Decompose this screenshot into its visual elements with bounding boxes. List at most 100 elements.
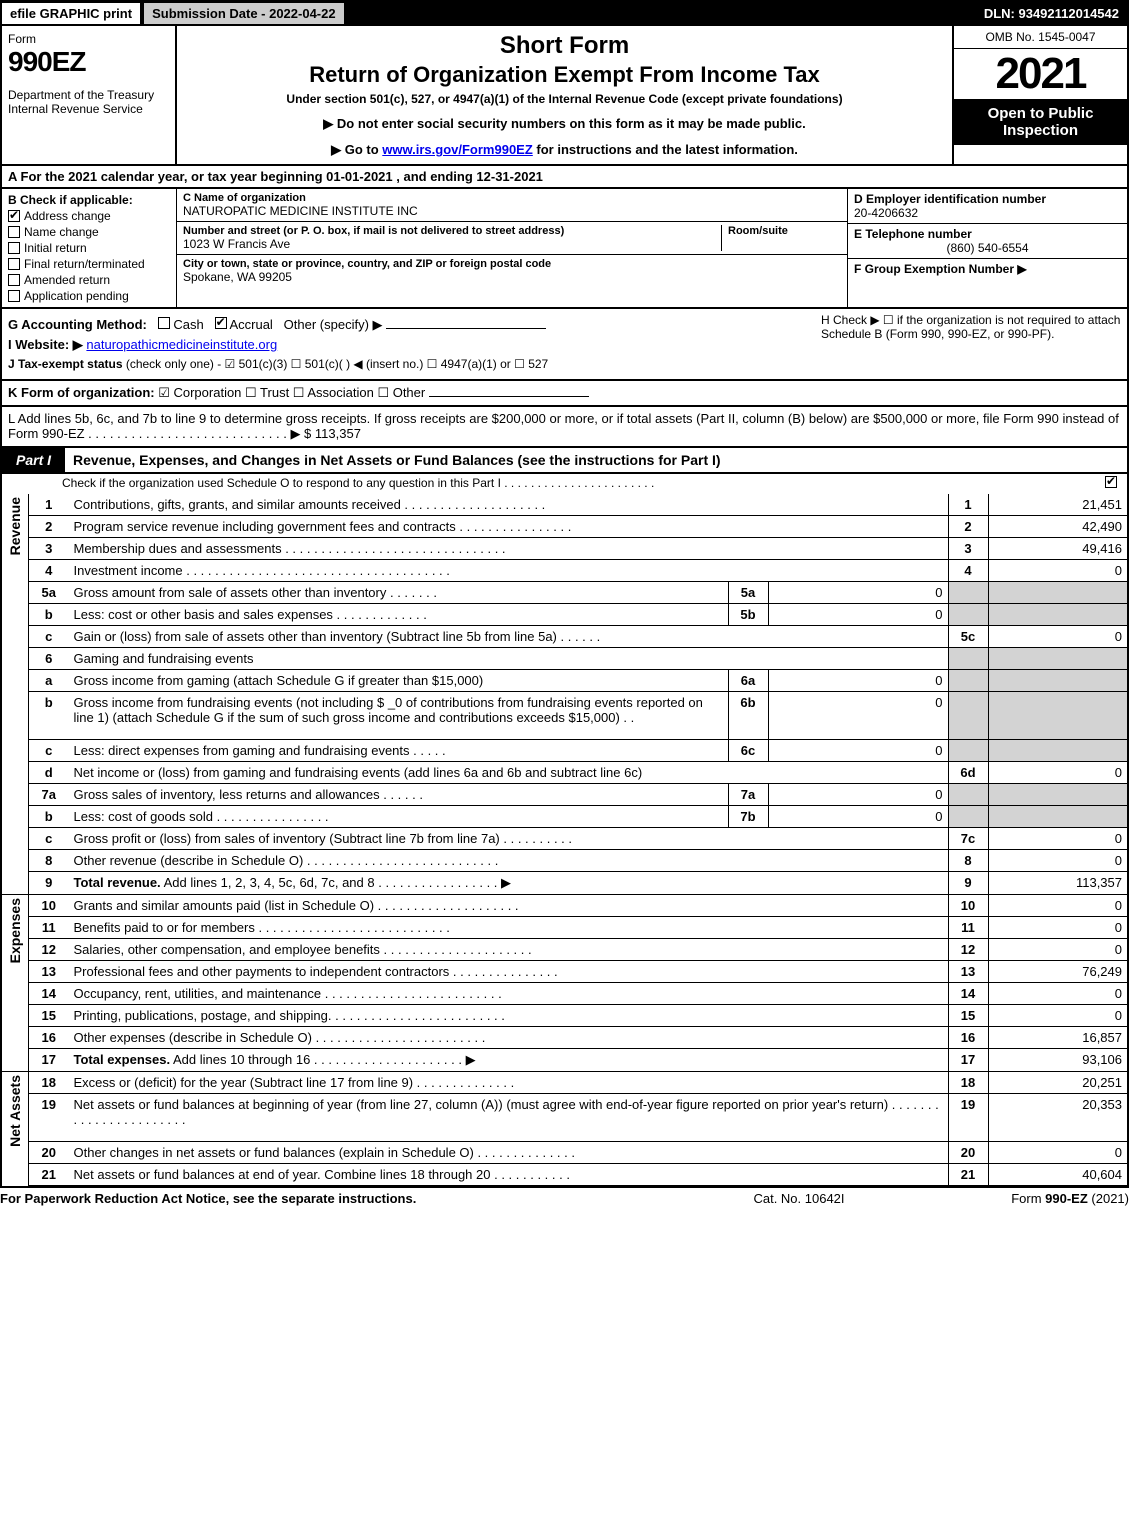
line-number: 4 <box>29 560 69 582</box>
part1-schedule-o-checkbox[interactable] <box>1105 476 1117 488</box>
checkbox[interactable] <box>8 210 20 222</box>
col-number: 20 <box>948 1142 988 1164</box>
col-number: 17 <box>948 1049 988 1072</box>
col-value: 0 <box>988 850 1128 872</box>
col-value: 0 <box>988 626 1128 648</box>
checkbox[interactable] <box>8 226 20 238</box>
line-desc: Occupancy, rent, utilities, and maintena… <box>69 983 949 1005</box>
line-desc: Gross amount from sale of assets other t… <box>69 582 729 604</box>
line-desc: Gross income from fundraising events (no… <box>69 692 729 740</box>
header-right: OMB No. 1545-0047 2021 Open to Public In… <box>952 26 1127 164</box>
line-number: 10 <box>29 895 69 917</box>
checkbox[interactable] <box>8 274 20 286</box>
department: Department of the Treasury Internal Reve… <box>8 88 169 116</box>
line-number: 15 <box>29 1005 69 1027</box>
sub-line-value: 0 <box>768 806 948 828</box>
line-number: b <box>29 692 69 740</box>
table-row: 19Net assets or fund balances at beginni… <box>1 1094 1128 1142</box>
instr2-pre: ▶ Go to <box>331 142 382 157</box>
section-b-item: Initial return <box>8 241 170 255</box>
col-number-shaded <box>948 740 988 762</box>
section-ghij: H Check ▶ ☐ if the organization is not r… <box>0 309 1129 381</box>
col-value: 0 <box>988 939 1128 961</box>
sub-line-number: 6b <box>728 692 768 740</box>
col-number: 12 <box>948 939 988 961</box>
table-row: 17Total expenses. Add lines 10 through 1… <box>1 1049 1128 1072</box>
irs-link[interactable]: www.irs.gov/Form990EZ <box>382 142 533 157</box>
table-row: 8Other revenue (describe in Schedule O) … <box>1 850 1128 872</box>
sub-line-value: 0 <box>768 670 948 692</box>
efile-print-label[interactable]: efile GRAPHIC print <box>0 1 142 26</box>
line-number: 16 <box>29 1027 69 1049</box>
col-value: 49,416 <box>988 538 1128 560</box>
col-number: 4 <box>948 560 988 582</box>
footer: For Paperwork Reduction Act Notice, see … <box>0 1187 1129 1206</box>
section-b-header: B Check if applicable: <box>8 193 170 207</box>
line-number: c <box>29 626 69 648</box>
line-number: 3 <box>29 538 69 560</box>
line-desc: Less: cost or other basis and sales expe… <box>69 604 729 626</box>
line-number: 8 <box>29 850 69 872</box>
i-label: I Website: ▶ <box>8 337 83 352</box>
line-number: 12 <box>29 939 69 961</box>
part1-title: Revenue, Expenses, and Changes in Net As… <box>65 448 1127 472</box>
table-row: 15Printing, publications, postage, and s… <box>1 1005 1128 1027</box>
checkbox[interactable] <box>8 258 20 270</box>
sub-line-number: 6a <box>728 670 768 692</box>
col-value-shaded <box>988 604 1128 626</box>
tax-year: 2021 <box>954 49 1127 99</box>
section-j: J Tax-exempt status (check only one) - ☑… <box>8 357 1121 371</box>
website-link[interactable]: naturopathicmedicineinstitute.org <box>86 337 277 352</box>
line-number: 14 <box>29 983 69 1005</box>
col-value-shaded <box>988 582 1128 604</box>
footer-cat-no: Cat. No. 10642I <box>669 1191 929 1206</box>
line-number: 17 <box>29 1049 69 1072</box>
table-row: dNet income or (loss) from gaming and fu… <box>1 762 1128 784</box>
col-number-shaded <box>948 582 988 604</box>
line-desc: Less: direct expenses from gaming and fu… <box>69 740 729 762</box>
g-cash-checkbox[interactable] <box>158 317 170 329</box>
g-accrual-checkbox[interactable] <box>215 317 227 329</box>
table-row: Expenses10Grants and similar amounts pai… <box>1 895 1128 917</box>
title-short-form: Short Form <box>183 32 946 60</box>
header-mid: Short Form Return of Organization Exempt… <box>177 26 952 164</box>
part1-sub: Check if the organization used Schedule … <box>0 474 1129 494</box>
line-number: 21 <box>29 1164 69 1187</box>
header-left: Form 990EZ Department of the Treasury In… <box>2 26 177 164</box>
col-number: 1 <box>948 494 988 516</box>
col-number: 7c <box>948 828 988 850</box>
line-number: 5a <box>29 582 69 604</box>
checkbox[interactable] <box>8 242 20 254</box>
sub-line-number: 7b <box>728 806 768 828</box>
line-a: A For the 2021 calendar year, or tax yea… <box>0 166 1129 189</box>
table-row: 2Program service revenue including gover… <box>1 516 1128 538</box>
footer-form-ref: Form 990-EZ (2021) <box>929 1191 1129 1206</box>
col-number: 18 <box>948 1072 988 1094</box>
g-label: G Accounting Method: <box>8 317 147 332</box>
k-label: K Form of organization: <box>8 385 155 400</box>
checkbox-label: Initial return <box>24 241 87 255</box>
col-value-shaded <box>988 648 1128 670</box>
checkbox[interactable] <box>8 290 20 302</box>
col-number: 5c <box>948 626 988 648</box>
col-value-shaded <box>988 670 1128 692</box>
g-cash-label: Cash <box>173 317 203 332</box>
col-number: 13 <box>948 961 988 983</box>
col-number: 15 <box>948 1005 988 1027</box>
part1-tab: Part I <box>2 448 65 472</box>
table-row: 7aGross sales of inventory, less returns… <box>1 784 1128 806</box>
org-name: NATUROPATIC MEDICINE INSTITUTE INC <box>183 204 841 218</box>
org-name-label: C Name of organization <box>183 192 841 204</box>
line-desc: Printing, publications, postage, and shi… <box>69 1005 949 1027</box>
l-value: 113,357 <box>315 426 361 441</box>
section-side-label: Net Assets <box>1 1072 29 1187</box>
col-value-shaded <box>988 692 1128 740</box>
form-word: Form <box>8 32 169 46</box>
line-number: 13 <box>29 961 69 983</box>
line-desc: Total expenses. Add lines 10 through 16 … <box>69 1049 949 1072</box>
line-number: 1 <box>29 494 69 516</box>
col-value: 0 <box>988 762 1128 784</box>
sub-line-value: 0 <box>768 582 948 604</box>
city-label: City or town, state or province, country… <box>183 258 841 270</box>
line-number: 6 <box>29 648 69 670</box>
